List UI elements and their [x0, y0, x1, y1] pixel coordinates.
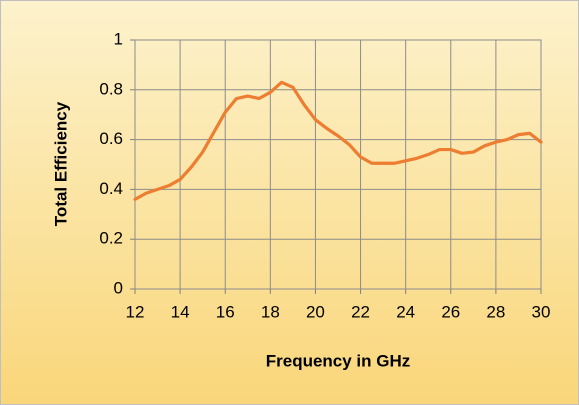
y-tick-label: 1 — [114, 29, 123, 48]
y-tick-label: 0.6 — [99, 129, 123, 148]
y-tick-label: 0.8 — [99, 79, 123, 98]
x-tick-label: 12 — [126, 302, 145, 321]
y-tick-label: 0 — [114, 278, 123, 297]
y-tick-label: 0.4 — [99, 179, 123, 198]
y-tick-label: 0.2 — [99, 229, 123, 248]
x-tick-label: 14 — [171, 302, 190, 321]
x-axis-title: Frequency in GHz — [266, 351, 411, 370]
y-axis-title: Total Efficiency — [51, 101, 70, 226]
x-tick-label: 18 — [261, 302, 280, 321]
x-tick-label: 22 — [351, 302, 370, 321]
x-tick-label: 26 — [441, 302, 460, 321]
data-line — [133, 80, 543, 201]
x-tick-label: 28 — [486, 302, 505, 321]
x-tick-label: 24 — [396, 302, 415, 321]
x-tick-label: 30 — [532, 302, 551, 321]
x-tick-label: 20 — [306, 302, 325, 321]
x-tick-label: 16 — [216, 302, 235, 321]
